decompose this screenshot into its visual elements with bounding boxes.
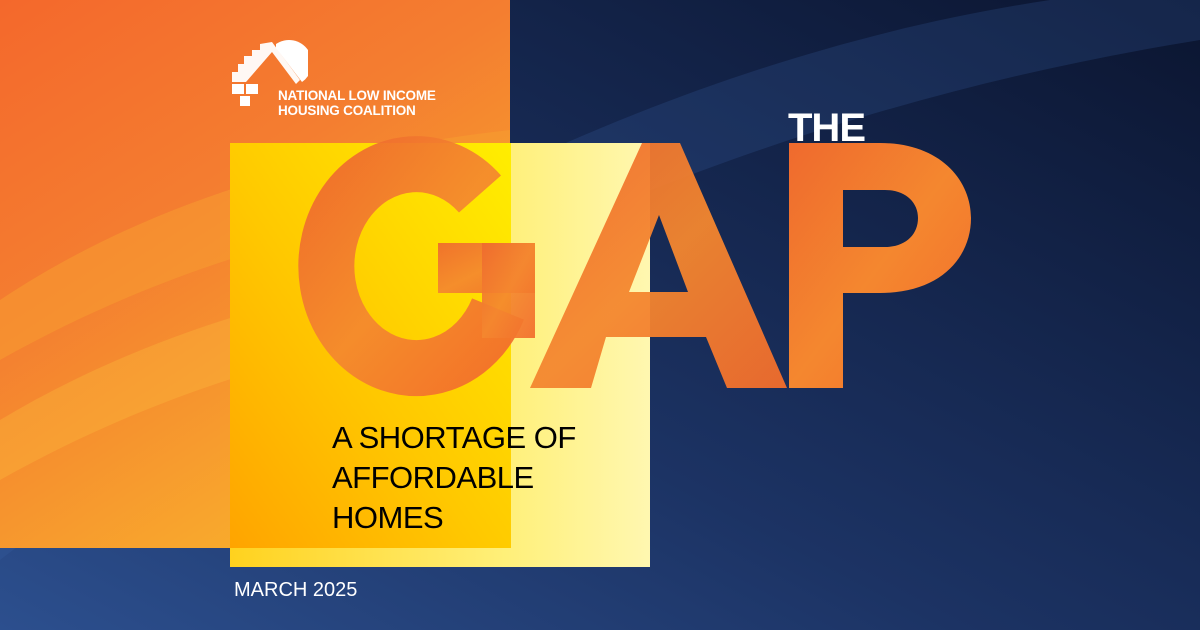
title-letter-g [298,136,535,397]
organization-name-line1: NATIONAL LOW INCOME [278,88,436,103]
title-small-the: THE [788,106,866,150]
organization-name-line2: HOUSING COALITION [278,103,416,118]
title-letter-a [530,143,787,388]
subtitle-line: AFFORDABLE [332,460,534,495]
house-sun-logo-icon [232,40,308,106]
background-curve [0,0,1200,560]
subtitle: A SHORTAGE OF AFFORDABLE HOMES [332,418,576,538]
organization-name: NATIONAL LOW INCOME HOUSING COALITION [278,88,436,118]
subtitle-line: HOMES [332,500,444,535]
publication-date: MARCH 2025 [234,579,358,601]
title-letter-p [789,143,971,388]
subtitle-line: A SHORTAGE OF [332,420,576,455]
title-lettering-gap [298,136,971,397]
